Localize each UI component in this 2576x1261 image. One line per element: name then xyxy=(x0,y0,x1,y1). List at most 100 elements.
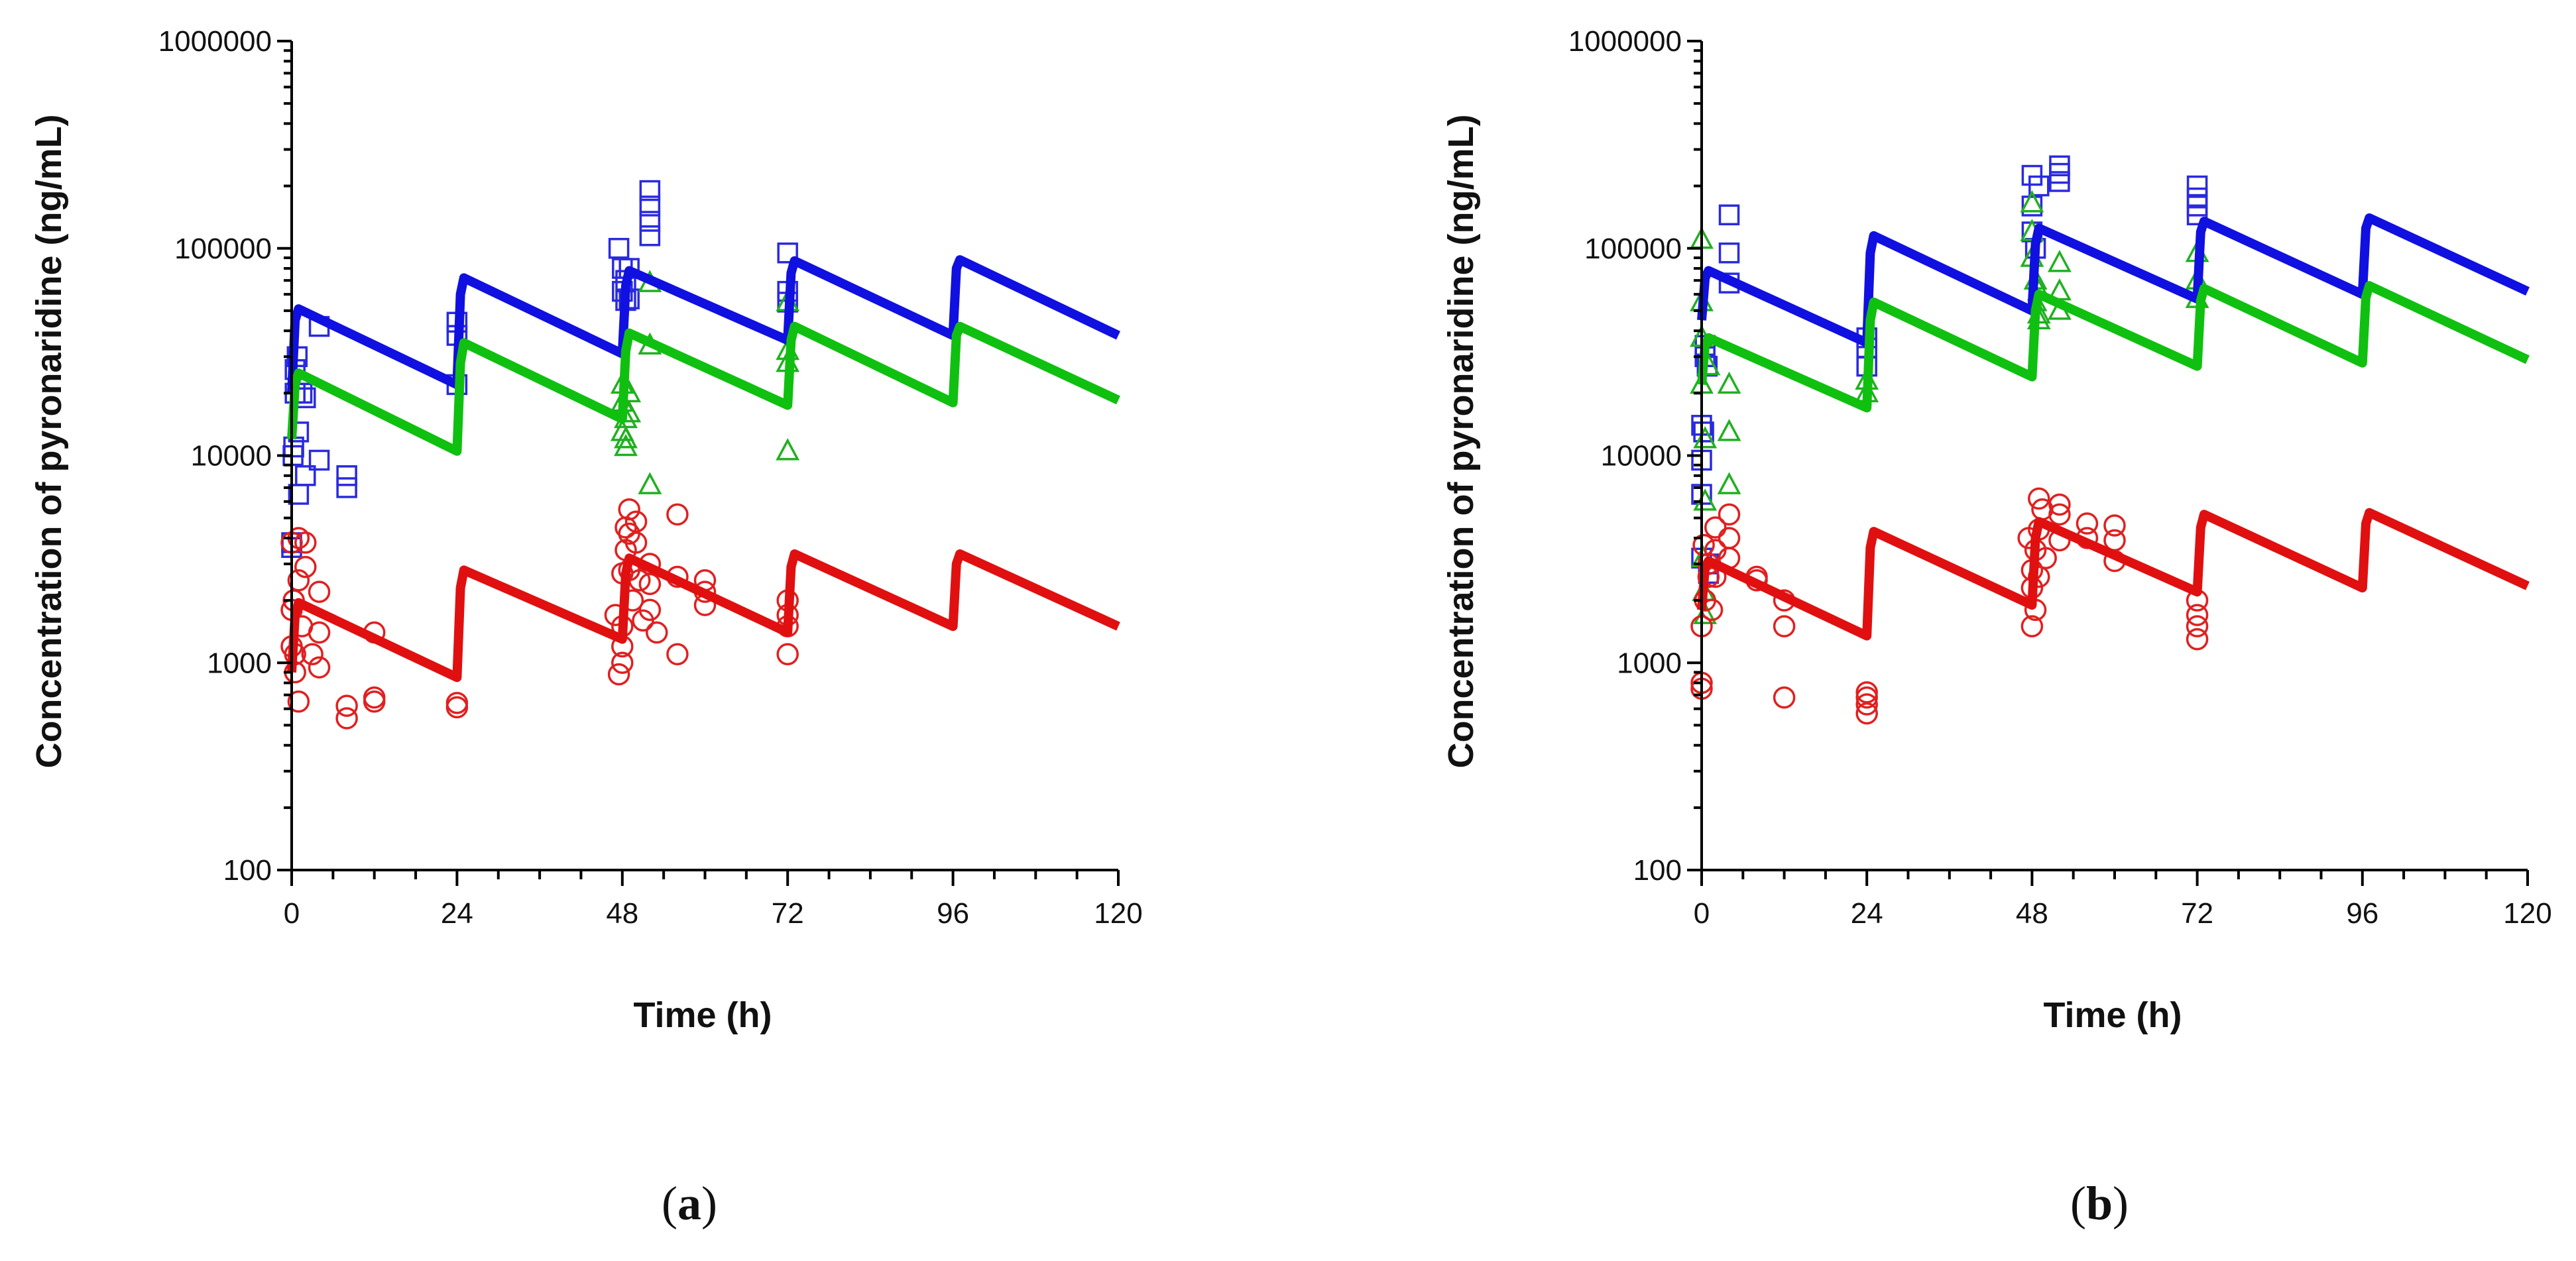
lower-observed-point xyxy=(2020,615,2044,637)
middle-observed-point xyxy=(638,472,662,494)
lower-line xyxy=(1697,508,2530,641)
lower-observed-point xyxy=(607,663,630,686)
lower-observed-point xyxy=(624,510,648,533)
upper-observed-point xyxy=(777,242,798,264)
y-tick-label: 10000 xyxy=(1601,440,1682,472)
lower-observed-point xyxy=(2028,487,2050,510)
upper-observed-point xyxy=(639,180,661,201)
panel-b: 100 1000 10000 100000 1000000 0 24 48 72 96 120 Ti… xyxy=(1441,25,2552,1230)
x-axis-title: Time (h) xyxy=(633,995,772,1035)
lower-observed-point xyxy=(301,643,323,666)
x-tick-label: 24 xyxy=(441,897,473,930)
panel-label: (a) xyxy=(662,1177,717,1230)
lower-observed-point xyxy=(363,690,386,713)
upper-line xyxy=(287,255,1121,394)
lower-observed-point xyxy=(2186,604,2209,626)
lower-observed-point xyxy=(2186,615,2209,637)
upper-observed-point xyxy=(2186,175,2208,197)
lower-observed-point xyxy=(666,503,689,526)
lower-observed-point xyxy=(308,621,331,644)
lower-observed-point xyxy=(294,555,317,578)
upper-observed-point xyxy=(1693,421,1714,443)
x-tick-label: 120 xyxy=(1094,897,1142,930)
y-tick-label: 1000000 xyxy=(1568,25,1682,58)
x-tick-label: 0 xyxy=(1694,897,1710,930)
x-tick-label: 48 xyxy=(606,897,638,930)
lower-observed-point xyxy=(1704,516,1727,539)
lower-observed-point xyxy=(2186,628,2209,651)
middle-observed-point xyxy=(2020,190,2044,213)
lower-observed-point xyxy=(1855,693,1878,716)
middle-observed-point xyxy=(1693,602,1718,624)
y-tick-label: 1000 xyxy=(207,647,272,679)
middle-observed-point xyxy=(1717,371,1741,394)
panel-a: 100 1000 10000 100000 1000000 0 24 48 72 96 120 Ti… xyxy=(29,25,1143,1230)
lower-observed-point xyxy=(2048,493,2071,516)
upper-observed-point xyxy=(639,211,661,232)
lower-observed-point xyxy=(308,656,331,679)
upper-line xyxy=(1697,213,2530,348)
lower-observed-point xyxy=(638,598,662,622)
y-tick-label: 1000 xyxy=(1617,647,1682,679)
lower-observed-point xyxy=(666,643,689,666)
lower-observed-point xyxy=(1855,686,1878,709)
upper-observed-point xyxy=(639,195,661,217)
lower-observed-point xyxy=(1773,686,1796,709)
y-axis-title: Concentration of pyronaridine (ng/mL) xyxy=(1441,115,1481,769)
middle-observed-point xyxy=(1717,419,1741,441)
x-tick-label: 120 xyxy=(2503,897,2551,930)
y-axis-title: Concentration of pyronaridine (ng/mL) xyxy=(29,115,69,769)
upper-observed-point xyxy=(1718,242,1740,264)
lower-observed-point xyxy=(624,531,648,554)
axes-a: 100 1000 10000 100000 1000000 0 24 48 72 96 120 xyxy=(158,25,1143,930)
upper-observed-point xyxy=(308,449,330,471)
x-tick-label: 24 xyxy=(1851,897,1883,930)
lower-observed-point xyxy=(1718,527,1741,549)
x-tick-label: 0 xyxy=(284,897,300,930)
lower-observed-point xyxy=(1855,702,1878,725)
lower-observed-point xyxy=(646,621,668,644)
upper-observed-point xyxy=(2028,175,2050,197)
axes-b: 100 1000 10000 100000 1000000 0 24 48 72 96 120 xyxy=(1568,25,2552,930)
upper-observed-point xyxy=(336,477,357,498)
upper-observed-point xyxy=(295,465,316,486)
x-tick-label: 96 xyxy=(937,897,969,930)
y-tick-label: 100000 xyxy=(174,233,272,265)
upper-observed-point xyxy=(2186,204,2208,226)
x-tick-label: 72 xyxy=(2181,897,2213,930)
panel-label-letter: b xyxy=(2086,1177,2113,1230)
upper-observed-point xyxy=(2049,171,2070,192)
panel-label: (b) xyxy=(2070,1177,2129,1230)
y-tick-label: 100000 xyxy=(1584,233,1682,265)
lower-observed-point xyxy=(445,696,469,719)
panel-label-letter: a xyxy=(677,1177,701,1230)
y-tick-label: 100 xyxy=(223,854,272,887)
lower-observed-point xyxy=(1773,615,1796,637)
middle-observed-point xyxy=(2048,250,2072,272)
upper-observed-point xyxy=(608,238,630,259)
upper-observed-point xyxy=(639,225,661,247)
middle-observed-point xyxy=(776,438,800,461)
upper-observed-point xyxy=(336,465,357,486)
upper-observed-point xyxy=(2021,195,2043,217)
middle-observed-point xyxy=(1693,426,1718,449)
lower-line xyxy=(287,549,1120,683)
lower-observed-point xyxy=(618,498,640,521)
middle-observed-point xyxy=(614,433,638,457)
lower-observed-point xyxy=(2048,503,2071,526)
lower-observed-point xyxy=(2076,512,2099,535)
lower-observed-point xyxy=(335,694,358,717)
middle-observed-point xyxy=(614,426,638,449)
lower-observed-point xyxy=(776,643,799,666)
lower-observed-point xyxy=(308,580,331,603)
y-tick-label: 1000000 xyxy=(158,25,272,58)
lower-observed-point xyxy=(638,573,662,596)
y-tick-label: 10000 xyxy=(191,440,272,472)
upper-observed-point xyxy=(2021,164,2043,186)
y-tick-label: 100 xyxy=(1633,854,1682,887)
middle-line xyxy=(287,321,1120,456)
lower-observed-point xyxy=(611,651,634,674)
lower-observed-point xyxy=(1718,503,1741,526)
lower-observed-point xyxy=(294,531,317,554)
